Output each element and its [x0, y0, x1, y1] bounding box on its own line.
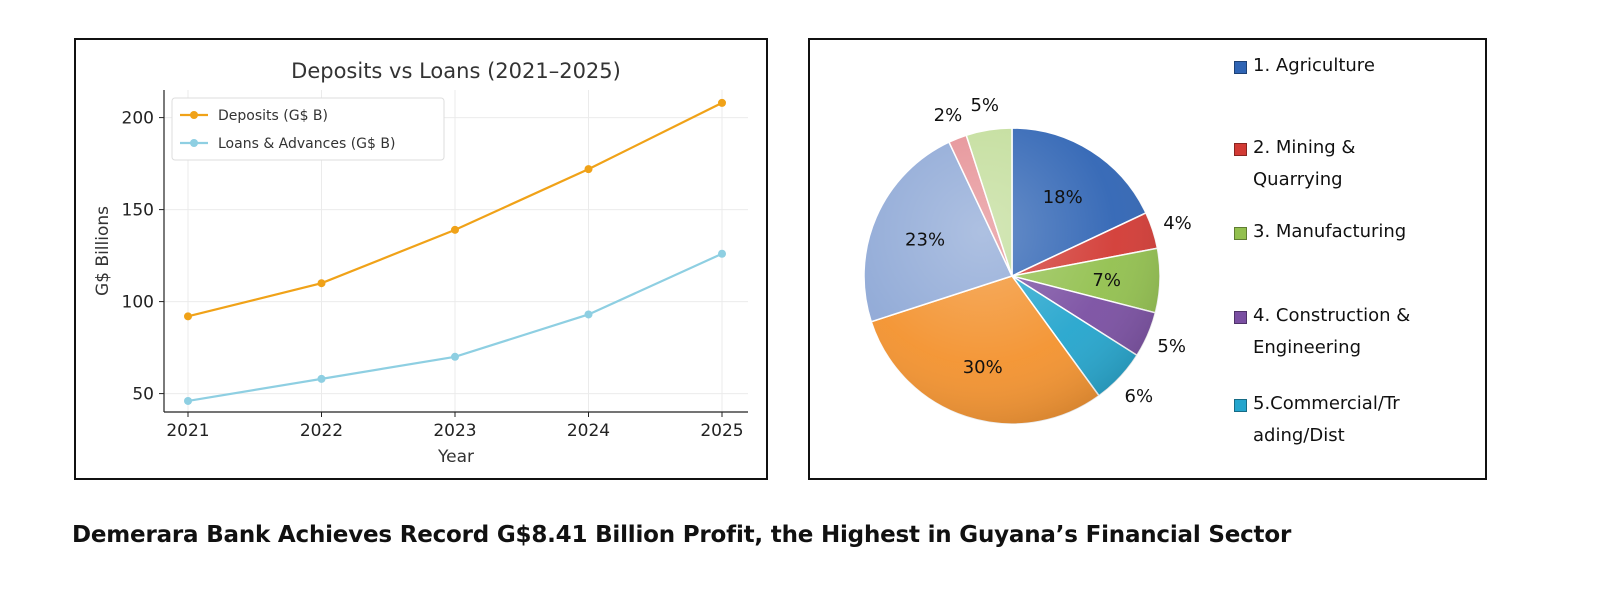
legend-label-line: 3. Manufacturing	[1253, 221, 1407, 242]
legend-marker	[190, 139, 198, 147]
data-point	[718, 98, 726, 107]
data-point	[584, 310, 593, 319]
x-tick-label: 2021	[166, 421, 209, 441]
line-chart-panel: 2021 2022 2023 2024 2025 50 100 150 200 Deposits …	[74, 38, 768, 480]
x-tick-label: 2025	[700, 421, 743, 441]
legend-swatch	[1234, 61, 1247, 74]
pie-legend-item: 5.Commercial/Tr ading/Dist	[1234, 388, 1400, 452]
legend-swatch	[1234, 399, 1247, 412]
y-tick-label: 150	[122, 201, 154, 221]
legend-swatch	[1234, 143, 1247, 156]
legend-swatch	[1234, 311, 1247, 324]
data-point	[317, 279, 326, 288]
pie-label: 6%	[1125, 386, 1154, 407]
pie-legend-item: 3. Manufacturing	[1234, 216, 1406, 248]
legend-label: 1. Agriculture	[1253, 50, 1375, 82]
legend-label: 4. Construction & Engineering	[1253, 300, 1410, 364]
pie-label: 23%	[905, 229, 945, 250]
legend-label-line: Quarrying	[1253, 169, 1343, 190]
legend-label-line: 2. Mining &	[1253, 137, 1356, 158]
line-chart: 2021 2022 2023 2024 2025 50 100 150 200 Deposits …	[93, 59, 748, 467]
legend-label: Deposits (G$ B)	[218, 108, 328, 124]
data-point	[317, 374, 326, 383]
data-point	[451, 225, 459, 234]
pie-legend-item: 2. Mining & Quarrying	[1234, 132, 1355, 196]
legend-box	[171, 97, 445, 161]
legend-label: 3. Manufacturing	[1253, 216, 1406, 248]
legend-label: 5.Commercial/Tr ading/Dist	[1253, 388, 1400, 452]
x-tick-label: 2022	[300, 421, 343, 441]
legend-label: 2. Mining & Quarrying	[1253, 132, 1355, 196]
legend-label-line: ading/Dist	[1253, 425, 1345, 446]
pie-legend-item: 4. Construction & Engineering	[1234, 300, 1410, 364]
pie-label: 5%	[970, 95, 999, 116]
pie-label: 4%	[1163, 213, 1192, 234]
legend-label-line: 4. Construction &	[1253, 305, 1411, 326]
headline: Demerara Bank Achieves Record G$8.41 Bil…	[72, 522, 1292, 548]
legend-swatch	[1234, 227, 1247, 240]
y-tick-label: 200	[122, 109, 154, 129]
pie-legend-item: 1. Agriculture	[1234, 50, 1375, 82]
x-tick-label: 2024	[567, 421, 610, 441]
pie-label: 5%	[1157, 336, 1186, 357]
legend-label: Loans & Advances (G$ B)	[218, 136, 395, 152]
y-tick-label: 100	[122, 293, 154, 313]
y-tick-label: 50	[132, 385, 154, 405]
legend-marker	[190, 111, 198, 119]
data-point	[184, 396, 192, 405]
legend-label-line: 1. Agriculture	[1253, 55, 1375, 76]
pie-chart-panel: 18% 4% 7% 5% 6% 30% 23% 2% 5% 1. Agriculture 2. M…	[808, 38, 1487, 480]
legend-label-line: 5.Commercial/Tr	[1253, 393, 1400, 414]
legend-label-line: Engineering	[1253, 337, 1361, 358]
x-tick-label: 2023	[433, 421, 476, 441]
pie-label: 30%	[963, 357, 1003, 378]
pie-label: 18%	[1043, 187, 1083, 208]
x-axis-label: Year	[437, 447, 474, 467]
y-axis-label: G$ Billions	[93, 206, 113, 296]
data-point	[184, 312, 192, 321]
pie-label: 2%	[934, 105, 963, 126]
chart-title: Deposits vs Loans (2021–2025)	[291, 59, 621, 83]
data-point	[584, 165, 593, 174]
pie-label: 7%	[1092, 270, 1121, 291]
data-point	[451, 352, 459, 361]
data-point	[718, 249, 726, 258]
